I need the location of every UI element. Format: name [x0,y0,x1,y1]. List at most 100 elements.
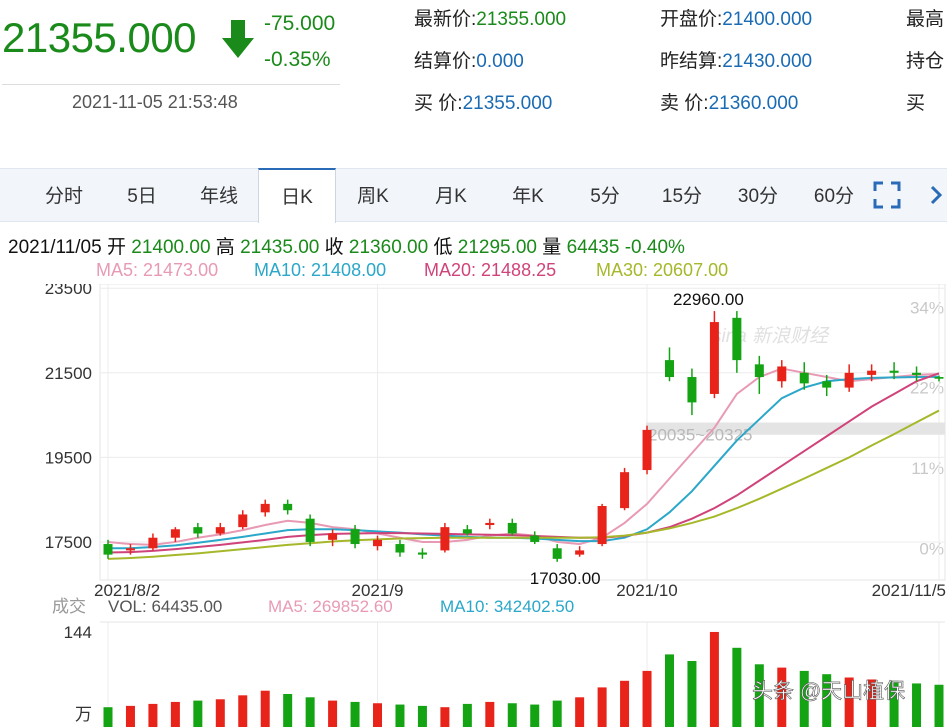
quote-field: 昨结算:21430.000 [660,46,812,73]
volume-bar [462,703,472,727]
candle-body [103,544,113,555]
chevron-right-icon[interactable] [928,183,944,207]
volume-bar [193,700,203,727]
ma30-legend: MA30: 20607.00 [596,260,729,280]
tab-0[interactable]: 分时 [44,186,83,207]
volume-bar [844,677,854,727]
tab-8[interactable]: 15分 [661,186,703,207]
day-date: 2021/11/05 [8,237,102,258]
candle-body [462,529,472,534]
volume-bar [170,701,180,727]
candle-body [597,506,607,545]
tab-9[interactable]: 30分 [737,186,779,207]
tab-1[interactable]: 5日 [127,186,157,207]
volume-bar [754,664,764,727]
tab-6[interactable]: 年K [512,186,544,207]
quote-field-label: 持仓 [906,51,945,72]
kline-chart[interactable]: 23500 21500 19500 17500 34% 22% 11% 0% 2021/8/2 2… [0,284,947,727]
ma20-legend: MA20: 21488.25 [424,260,557,280]
quote-field-label: 买 [906,93,926,114]
credit-text: 头条 @天山植保 [752,680,905,703]
volume-bar [687,661,697,727]
candle-body [193,527,203,534]
volume-bar [417,705,427,727]
candle-body [170,529,180,538]
volume-bar [485,701,495,727]
candle-body [732,317,742,361]
volume-bar [530,704,540,727]
candle-body [328,533,338,540]
volume-bar [350,701,360,727]
close-label: 收 [324,237,344,258]
volume-max-label: 144 [64,623,92,642]
candle-body [440,527,450,551]
volume-bar [552,700,562,727]
tab-3[interactable]: 日K [258,168,336,223]
candle-body [350,529,360,545]
candle-body [799,372,809,384]
candle-body [867,370,877,375]
volume-bar [103,707,113,727]
ma5-legend: MA5: 21473.00 [96,260,219,280]
max-price-label: 22960.00 [673,290,744,309]
candle-body [395,544,405,553]
tab-4[interactable]: 周K [357,186,389,207]
volume-bar [912,683,922,727]
quote-field-value: 21355.000 [462,93,553,114]
tab-2[interactable]: 年线 [199,186,238,207]
candle-body [215,527,225,534]
quote-timestamp: 2021-11-05 21:53:48 [72,92,238,112]
candle-body [283,503,293,511]
volume-bar [620,680,630,727]
x-tick-label: 2021/11/5 [872,581,946,600]
quote-field-value: 0.000 [476,51,524,72]
quote-field: 买 [906,88,925,115]
volume-bar [732,647,742,727]
pct-tick-label: 22% [910,379,944,398]
volume-ma10-legend: MA10: 342402.50 [440,597,574,616]
candle-body [373,539,383,547]
volume-bar [305,697,315,727]
volume-bar [934,684,944,727]
volume-bar [260,690,270,727]
quote-field-label: 开盘价: [660,9,723,30]
volume-bar [283,694,293,727]
watermark: sina 新浪财经 [712,325,830,347]
pct-tick-label: 34% [910,298,944,317]
quote-field: 结算价:0.000 [414,46,524,73]
quote-field-label: 结算价: [414,51,477,72]
quote-field-value: 21355.000 [476,9,567,30]
high-label: 高 [215,237,235,258]
candle-body [417,552,427,555]
quote-field-value: 21430.000 [722,51,813,72]
volume-label: 量 [542,237,562,258]
candle-body [260,503,270,513]
candle-body [530,535,540,542]
quote-field-value: 21400.000 [722,9,813,30]
price-change-pct: -0.35% [264,48,331,71]
quote-field-value: 21360.000 [708,93,799,114]
candle-body [754,364,764,378]
fullscreen-icon[interactable] [873,181,901,209]
ma-line-ma30 [107,409,940,560]
candle-body [664,360,674,378]
candle-body [709,322,719,394]
volume-bar [867,679,877,727]
volume-value-legend: VOL: 64435.00 [108,597,222,616]
day-change-pct: -0.40% [624,237,685,258]
divider [2,84,340,85]
volume-bar [709,631,719,727]
candle-body [238,514,248,528]
tab-7[interactable]: 5分 [590,186,620,207]
quote-field-label: 昨结算: [660,51,723,72]
volume-bar [664,654,674,727]
tab-10[interactable]: 60分 [813,186,855,207]
price-band-label: 20035~20325 [648,426,752,445]
ma-line-ma5 [107,367,940,546]
volume-bar [440,707,450,727]
y-tick-label: 23500 [45,284,92,298]
period-tabbar: 分时 5日 年线 日K 周K 月K 年K 5分 15分 30分 60分 [0,168,947,223]
quote-field: 最高 [906,4,944,31]
tab-5[interactable]: 月K [435,186,467,207]
y-tick-label: 17500 [45,533,92,552]
